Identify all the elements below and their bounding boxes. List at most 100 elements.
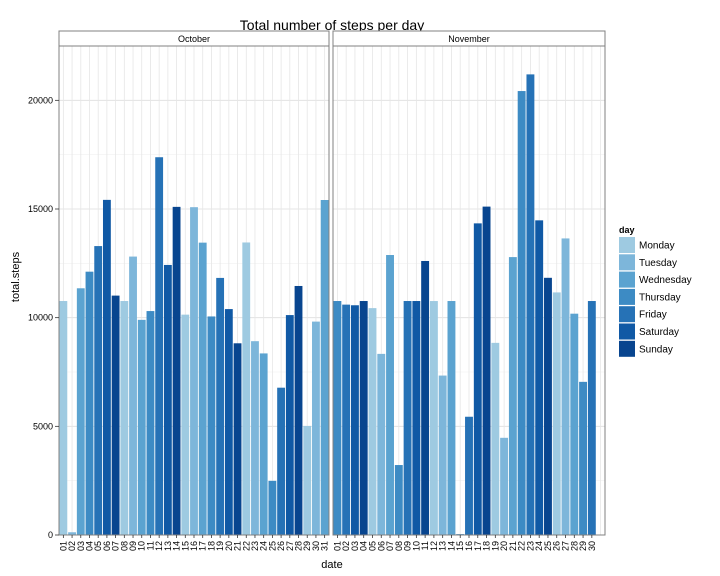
bar-november-12 <box>429 301 438 535</box>
bar-october-21 <box>233 343 242 535</box>
x-tick-label: 07 <box>111 541 121 551</box>
x-tick-label: 17 <box>473 541 483 551</box>
x-tick-label: 29 <box>302 541 312 551</box>
legend-label-sunday: Sunday <box>639 344 673 355</box>
x-tick-label: 09 <box>128 541 138 551</box>
x-axis-label: date <box>321 559 342 571</box>
bar-october-20 <box>224 309 233 535</box>
legend-key-wednesday <box>619 271 635 288</box>
bar-october-28 <box>294 285 303 535</box>
x-tick-label: 25 <box>267 541 277 551</box>
x-tick-label: 31 <box>320 541 330 551</box>
bar-november-13 <box>438 375 447 535</box>
x-tick-label: 21 <box>233 541 243 551</box>
bar-october-17 <box>198 242 207 536</box>
bar-november-11 <box>421 260 430 535</box>
x-tick-label: 18 <box>482 541 492 551</box>
bar-november-16 <box>465 416 473 535</box>
bar-november-23 <box>526 74 535 536</box>
legend-key-tuesday <box>619 254 635 271</box>
x-tick-label: 14 <box>172 541 182 551</box>
legend-label-tuesday: Tuesday <box>639 258 677 269</box>
bar-november-07 <box>386 255 394 535</box>
y-tick-label: 10000 <box>28 313 53 323</box>
facet-panels: October010203040506070809101112131415161… <box>58 30 606 551</box>
legend-label-thursday: Thursday <box>639 292 681 303</box>
bar-october-15 <box>181 314 190 535</box>
x-tick-label: 26 <box>552 541 562 551</box>
x-tick-label: 12 <box>154 541 164 551</box>
legend-label-monday: Monday <box>639 241 675 252</box>
bar-november-24 <box>535 220 544 536</box>
x-tick-label: 02 <box>341 541 351 551</box>
bar-november-29 <box>579 381 588 535</box>
bar-november-06 <box>377 353 386 535</box>
bar-october-05 <box>94 246 103 535</box>
x-tick-label: 19 <box>215 541 225 551</box>
legend-label-wednesday: Wednesday <box>639 275 692 286</box>
bar-october-22 <box>242 242 251 535</box>
x-tick-label: 11 <box>145 541 155 550</box>
x-tick-label: 04 <box>84 541 94 551</box>
x-tick-label: 15 <box>180 541 190 551</box>
y-tick-label: 5000 <box>33 421 53 431</box>
x-tick-label: 07 <box>385 541 395 551</box>
x-tick-label: 15 <box>455 541 465 551</box>
x-tick-label: 16 <box>464 541 474 551</box>
legend-title: day <box>619 225 635 235</box>
bar-november-28 <box>570 313 579 535</box>
x-tick-label: 18 <box>206 541 216 551</box>
legend-key-thursday <box>619 288 635 305</box>
x-tick-label: 26 <box>276 541 286 551</box>
x-tick-label: 23 <box>525 541 535 551</box>
x-tick-label: 09 <box>403 541 413 551</box>
x-tick-label: 19 <box>490 541 500 551</box>
x-tick-label: 24 <box>534 541 544 551</box>
x-tick-label: 13 <box>438 541 448 551</box>
legend-key-monday <box>619 237 635 253</box>
y-tick-label: 15000 <box>28 204 53 214</box>
y-tick-label: 0 <box>48 530 53 540</box>
x-tick-label: 11 <box>420 541 430 550</box>
bar-november-14 <box>447 301 456 535</box>
panel-november: November 01020304050607080910111213141516… <box>332 30 606 551</box>
bar-november-19 <box>491 342 500 535</box>
bar-october-11 <box>146 311 155 535</box>
x-tick-label: 17 <box>198 541 208 551</box>
legend-label-friday: Friday <box>639 310 667 321</box>
bar-october-02 <box>68 532 76 535</box>
x-tick-label: 05 <box>93 541 103 551</box>
x-tick-label: 20 <box>224 541 234 551</box>
x-tick-label: 10 <box>137 541 147 551</box>
bar-october-24 <box>259 353 268 535</box>
bar-october-01 <box>59 301 68 535</box>
bar-november-25 <box>544 277 552 535</box>
bar-november-26 <box>552 292 561 535</box>
bar-november-05 <box>368 308 377 535</box>
bar-october-30 <box>312 321 320 535</box>
bar-october-12 <box>155 157 164 535</box>
strip-label: November <box>448 34 490 44</box>
x-tick-label: 29 <box>578 541 588 551</box>
bar-october-10 <box>137 319 146 535</box>
bar-october-09 <box>129 256 137 535</box>
bar-october-03 <box>76 288 85 535</box>
x-tick-label: 05 <box>367 541 377 551</box>
x-tick-label: 01 <box>332 541 342 551</box>
bar-october-26 <box>277 387 286 535</box>
bar-october-31 <box>320 200 329 536</box>
x-tick-label: 08 <box>394 541 404 551</box>
bar-november-27 <box>561 238 570 535</box>
x-tick-label: 27 <box>285 541 295 551</box>
x-tick-label: 24 <box>259 541 269 551</box>
bar-october-25 <box>268 480 277 535</box>
bar-october-16 <box>190 207 198 536</box>
x-tick-label: 21 <box>508 541 518 551</box>
bar-october-19 <box>216 277 225 535</box>
bar-october-07 <box>111 295 120 535</box>
bar-november-17 <box>473 223 482 536</box>
bar-october-04 <box>85 271 94 535</box>
bar-november-20 <box>500 437 509 535</box>
bar-november-21 <box>508 257 517 535</box>
